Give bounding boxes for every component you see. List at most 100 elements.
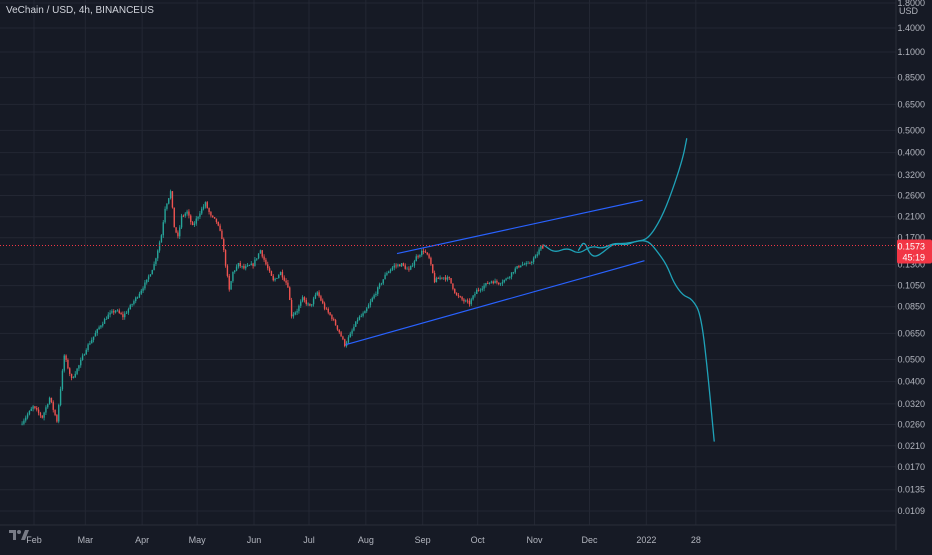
candle-body: [70, 373, 73, 378]
candle-body: [248, 265, 251, 267]
candle-body: [388, 271, 390, 274]
candle-body: [468, 300, 471, 305]
candle-body: [179, 227, 181, 237]
candle-body: [153, 264, 155, 270]
candle-body: [202, 206, 205, 209]
price-tick-label: 0.0135: [897, 485, 925, 495]
time-tick-label: Aug: [358, 535, 374, 545]
price-tick-label: 0.0500: [897, 354, 925, 364]
candle-body: [483, 285, 485, 289]
candle-body: [479, 289, 482, 291]
candle-body: [334, 320, 337, 326]
candle-body: [448, 277, 450, 279]
candle-body: [41, 415, 43, 418]
candle-body: [397, 264, 399, 266]
candle-body: [309, 303, 311, 306]
price-axis[interactable]: 1.8000 1.4000 1.1000 0.8500 0.6500 0.5000 0.40…: [897, 0, 925, 516]
time-tick-label: 2022: [636, 535, 656, 545]
candle-body: [527, 262, 529, 264]
channel-trendlines[interactable]: [345, 199, 645, 346]
candle-body: [212, 215, 214, 218]
candle-body: [155, 258, 157, 265]
candle-body: [457, 295, 460, 297]
candle-body: [224, 250, 227, 266]
candle-body: [382, 279, 384, 284]
price-tick-label: 0.1050: [897, 281, 925, 291]
time-tick-label: Sep: [415, 535, 431, 545]
candle-body: [378, 284, 381, 288]
price-tag-countdown: 45:19: [902, 252, 925, 262]
candle-body: [268, 268, 271, 272]
candle-body: [490, 281, 493, 283]
candle-body: [505, 278, 507, 280]
candle-body: [521, 264, 524, 266]
candle-body: [422, 250, 425, 252]
candle-body: [43, 412, 45, 418]
candle-body: [463, 299, 465, 302]
candle-body: [30, 408, 32, 411]
candle-body: [23, 420, 25, 424]
candle-body: [499, 283, 502, 285]
candle-body: [356, 319, 359, 322]
time-tick-label: Dec: [581, 535, 598, 545]
candle-body: [125, 312, 128, 314]
candle-body: [443, 277, 445, 279]
price-tag-value: 0.1573: [897, 241, 925, 251]
price-tick-label: 1.8000: [897, 0, 925, 8]
candle-body: [415, 256, 417, 262]
candle-body: [197, 216, 199, 219]
candle-body: [171, 191, 174, 208]
candle-body: [32, 406, 34, 409]
candle-body: [531, 261, 533, 263]
candle-body: [338, 329, 340, 333]
candle-body: [542, 246, 544, 249]
candle-body: [177, 232, 179, 237]
candle-body: [213, 217, 216, 219]
candle-body: [199, 213, 201, 217]
candle-body: [532, 258, 535, 262]
candle-body: [344, 339, 346, 347]
tradingview-logo-icon[interactable]: [8, 527, 30, 543]
candle-body: [283, 277, 285, 281]
interval-label: 4h: [78, 5, 90, 16]
candle-body: [267, 264, 269, 269]
price-tick-label: 0.3200: [897, 170, 925, 180]
candle-body: [190, 215, 192, 223]
candle-body: [250, 263, 252, 266]
candle-body: [331, 315, 333, 320]
time-tick-label: Apr: [135, 535, 149, 545]
projection-path-bearish: [577, 240, 715, 442]
price-tick-label: 1.1000: [897, 47, 925, 57]
candle-body: [538, 249, 540, 255]
candle-body: [72, 377, 75, 379]
candle-body: [85, 349, 87, 355]
candle-body: [430, 257, 432, 265]
candle-body: [116, 310, 119, 312]
candle-body: [140, 290, 142, 294]
price-tick-label: 0.4000: [897, 148, 925, 158]
header-separator: ,: [89, 5, 96, 16]
candle-body: [120, 312, 122, 315]
candle-body: [122, 314, 124, 318]
candle-body: [36, 407, 38, 410]
candle-body: [69, 368, 71, 374]
candle-body: [507, 277, 509, 279]
candle-body: [142, 288, 144, 291]
candle-body: [314, 294, 317, 299]
candle-body: [208, 208, 210, 212]
candle-body: [393, 265, 395, 268]
symbol-header[interactable]: VeChain / USD, 4h, BINANCEUS: [6, 5, 154, 16]
time-axis[interactable]: Feb Mar Apr May Jun Jul Aug Sep Oct Nov Dec 2022 28: [26, 535, 701, 545]
candle-body: [206, 202, 208, 209]
projection-drawings[interactable]: [543, 138, 715, 442]
candle-body: [102, 323, 104, 326]
candle-body: [487, 283, 489, 284]
candle-body: [465, 300, 467, 302]
candle-body: [45, 407, 47, 413]
candle-body: [114, 310, 117, 313]
time-tick-label: Oct: [471, 535, 486, 545]
candle-body: [47, 404, 49, 408]
candle-body: [386, 273, 388, 275]
